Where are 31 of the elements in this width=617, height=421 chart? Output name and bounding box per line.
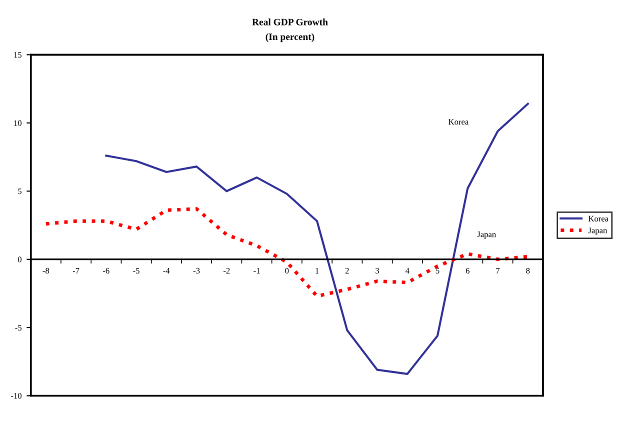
y-tick-label: -10 xyxy=(11,393,22,399)
chart-title: Real GDP Growth xyxy=(252,18,328,26)
annotation: Korea xyxy=(448,119,469,125)
line-series xyxy=(44,207,530,298)
x-tick-label: -1 xyxy=(254,268,260,274)
annotation: Japan xyxy=(477,232,496,239)
legend-label: Korea xyxy=(588,216,608,222)
x-tick-label: 7 xyxy=(496,268,500,274)
x-tick-label: -3 xyxy=(193,268,200,274)
y-tick-label: 10 xyxy=(14,120,22,126)
x-tick-label: 2 xyxy=(345,268,349,274)
x-tick-label: 4 xyxy=(405,268,410,274)
x-tick-label: 1 xyxy=(316,268,319,274)
y-tick-label: 0 xyxy=(18,256,22,262)
x-tick-label: 8 xyxy=(526,268,530,274)
chart-subtitle: (In percent) xyxy=(266,33,314,42)
x-tick-label: -5 xyxy=(133,268,140,274)
y-tick-label: 15 xyxy=(14,52,22,58)
x-tick-label: -6 xyxy=(103,268,110,274)
x-tick-label: 6 xyxy=(466,268,470,274)
y-tick-label: -5 xyxy=(15,324,22,331)
x-tick-label: -8 xyxy=(42,268,50,274)
x-tick-label: -2 xyxy=(223,268,230,274)
x-tick-label: -7 xyxy=(72,268,80,274)
x-tick-label: -4 xyxy=(163,268,170,274)
x-tick-label: 3 xyxy=(376,268,380,274)
line-series xyxy=(105,102,529,375)
legend-label: Japan xyxy=(588,228,608,235)
x-tick-label: 0 xyxy=(285,268,289,274)
x-tick-label: 5 xyxy=(436,268,440,274)
y-tick-label: 5 xyxy=(18,188,22,194)
